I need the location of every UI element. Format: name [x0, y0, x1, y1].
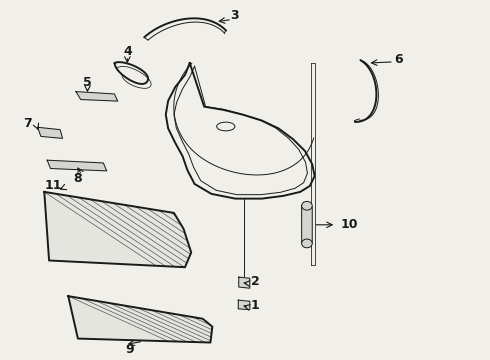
Text: 7: 7: [24, 117, 32, 130]
Polygon shape: [239, 277, 250, 288]
Polygon shape: [44, 192, 191, 267]
Polygon shape: [238, 300, 250, 310]
Text: 3: 3: [230, 9, 239, 22]
Text: 10: 10: [341, 218, 359, 231]
Polygon shape: [68, 296, 212, 342]
Text: 6: 6: [394, 53, 403, 66]
Text: 1: 1: [251, 299, 260, 312]
Text: 8: 8: [74, 171, 82, 185]
Polygon shape: [76, 91, 118, 101]
Circle shape: [302, 239, 312, 248]
Text: 11: 11: [44, 179, 62, 193]
Text: 9: 9: [125, 343, 134, 356]
Circle shape: [302, 201, 312, 210]
Polygon shape: [302, 206, 312, 243]
Text: 5: 5: [83, 76, 92, 89]
Text: 4: 4: [123, 45, 132, 58]
Text: 2: 2: [251, 275, 260, 288]
Polygon shape: [47, 160, 107, 171]
Polygon shape: [38, 127, 63, 138]
